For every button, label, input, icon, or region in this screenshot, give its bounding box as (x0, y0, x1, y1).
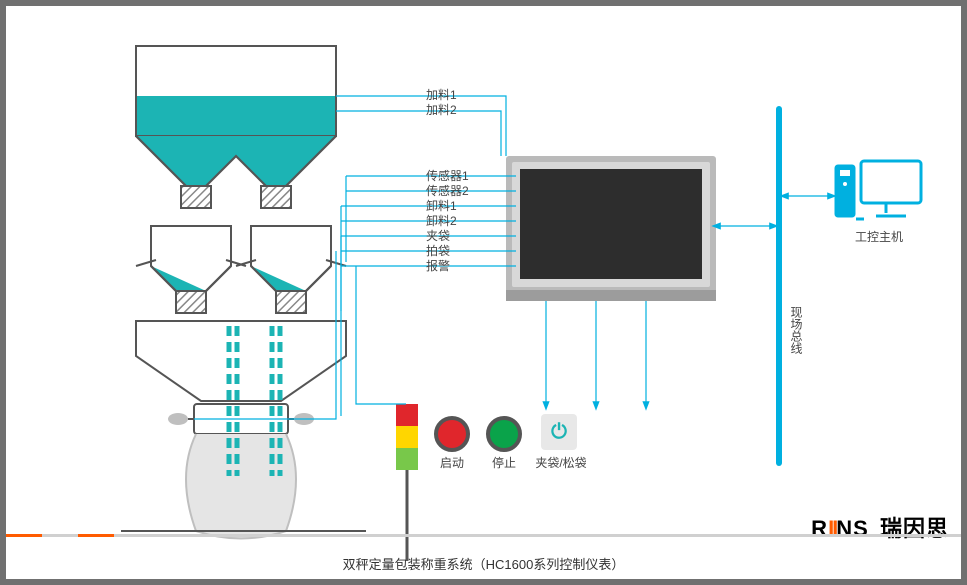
diagram-title: 双秤定量包装称重系统（HC1600系列控制仪表） (6, 554, 961, 573)
hmi-monitor (506, 156, 716, 301)
collection-funnel (136, 321, 346, 401)
brand-logo: RIINS 瑞因思 (811, 511, 949, 543)
field-bus (776, 106, 782, 466)
bus-label: 现场总线 (788, 306, 805, 354)
stack-light (396, 404, 418, 561)
start-button[interactable] (434, 416, 470, 452)
host-label: 工控主机 (844, 228, 914, 245)
stop-label: 停止 (486, 454, 522, 471)
weigh-hopper-2 (236, 226, 346, 313)
weigh-hopper-1 (136, 226, 246, 313)
clamp-toggle-button[interactable]: ⏻ (541, 414, 577, 450)
diagram-frame: 加料1 加料2 传感器1 传感器2 卸料1 卸料2 夹袋 拍袋 报警 启动 停止… (0, 0, 967, 585)
label-feed2: 加料2 (426, 101, 457, 118)
stop-button[interactable] (486, 416, 522, 452)
start-label: 启动 (434, 454, 470, 471)
label-alarm: 报警 (426, 257, 450, 274)
footer-bar (6, 534, 961, 537)
bag-section (168, 404, 314, 539)
host-pc (836, 161, 921, 219)
main-hopper (136, 46, 336, 208)
clamp-label: 夹袋/松袋 (526, 454, 596, 471)
diagram-svg (6, 6, 961, 579)
